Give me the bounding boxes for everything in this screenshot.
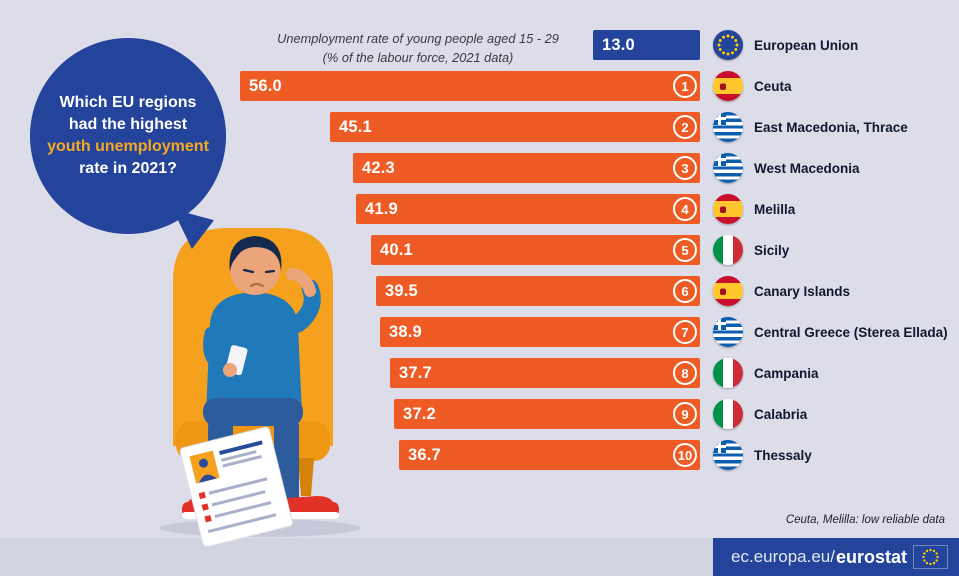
rank-badge: 1	[673, 74, 697, 98]
chart-row: 39.5 6 Canary Islands	[240, 276, 952, 306]
bar-chart: Unemployment rate of young people aged 1…	[240, 30, 952, 481]
bar-thessaly: 36.7 10	[399, 440, 700, 470]
chart-row: 38.9 7 Central Greece (Sterea Ellada)	[240, 317, 952, 347]
bar-ceuta: 56.0 1	[240, 71, 700, 101]
question-line: rate in 2021?	[79, 160, 177, 178]
bar-west-macedonia: 42.3 3	[353, 153, 700, 183]
bar-value: 42.3	[362, 158, 395, 177]
rank-badge: 5	[673, 238, 697, 262]
region-flag	[713, 194, 743, 224]
bar-value: 56.0	[249, 76, 282, 95]
question-speech-bubble: Which EU regions had the highest youth u…	[30, 38, 226, 234]
bar-track: 36.7 10	[240, 440, 700, 470]
bar-track: 41.9 4	[240, 194, 700, 224]
chart-row: 41.9 4 Melilla	[240, 194, 952, 224]
region-flag	[713, 358, 743, 388]
bar-value: 40.1	[380, 240, 413, 259]
chart-row-eu: Unemployment rate of young people aged 1…	[240, 30, 952, 65]
rank-badge: 9	[673, 402, 697, 426]
bar-value: 38.9	[389, 322, 422, 341]
region-flag	[713, 399, 743, 429]
footer-link[interactable]: ec.europa.eu/ eurostat	[713, 538, 959, 576]
bar-track: 38.9 7	[240, 317, 700, 347]
chart-row: 42.3 3 West Macedonia	[240, 153, 952, 183]
bar-track: Unemployment rate of young people aged 1…	[240, 30, 700, 65]
region-label: European Union	[754, 37, 859, 53]
region-flag	[713, 235, 743, 265]
question-line: Which EU regions	[59, 93, 197, 111]
person-illustration	[160, 228, 360, 546]
footer-url-prefix: ec.europa.eu/	[731, 547, 835, 566]
bar-central-greece: 38.9 7	[380, 317, 700, 347]
region-flag	[713, 317, 743, 347]
rank-badge: 2	[673, 115, 697, 139]
chart-row: 37.7 8 Campania	[240, 358, 952, 388]
bar-calabria: 37.2 9	[394, 399, 700, 429]
region-flag	[713, 71, 743, 101]
bar-value: 13.0	[602, 35, 635, 54]
eu-flag-icon	[914, 546, 947, 568]
footnote: Ceuta, Melilla: low reliable data	[785, 514, 945, 526]
chart-subtitle: (% of the labour force, 2021 data)	[322, 50, 514, 66]
bar-canary-islands: 39.5 6	[376, 276, 700, 306]
region-label: Calabria	[754, 406, 808, 422]
bar-value: 36.7	[408, 445, 441, 464]
region-label: Campania	[754, 365, 819, 381]
bar-east-macedonia-thrace: 45.1 2	[330, 112, 700, 142]
region-label: Central Greece (Sterea Ellada)	[754, 324, 948, 340]
chart-row: 45.1 2 East Macedonia, Thrace	[240, 112, 952, 142]
chart-title: Unemployment rate of young people aged 1…	[277, 31, 559, 46]
bar-track: 56.0 1	[240, 71, 700, 101]
region-label: West Macedonia	[754, 160, 860, 176]
question-line: had the highest	[68, 115, 188, 133]
region-flag	[713, 153, 743, 183]
rank-badge: 8	[673, 361, 697, 385]
region-label: Thessaly	[754, 447, 812, 463]
bar-value: 41.9	[365, 199, 398, 218]
eu-flag-icon	[713, 30, 743, 60]
rank-badge: 10	[673, 443, 697, 467]
bar-track: 37.7 8	[240, 358, 700, 388]
region-flag	[713, 276, 743, 306]
bar-track: 42.3 3	[240, 153, 700, 183]
bar-value: 39.5	[385, 281, 418, 300]
bar-campania: 37.7 8	[390, 358, 700, 388]
rank-badge: 6	[673, 279, 697, 303]
region-flag	[713, 440, 743, 470]
bar-value: 37.7	[399, 363, 432, 382]
bar-value: 45.1	[339, 117, 372, 136]
footer-brand: eurostat	[835, 546, 907, 567]
bar-track: 45.1 2	[240, 112, 700, 142]
rank-badge: 4	[673, 197, 697, 221]
bar-track: 40.1 5	[240, 235, 700, 265]
bar-track: 37.2 9	[240, 399, 700, 429]
rank-badge: 3	[673, 156, 697, 180]
bar-melilla: 41.9 4	[356, 194, 700, 224]
region-flag	[713, 112, 743, 142]
chart-title-block: Unemployment rate of young people aged 1…	[252, 29, 584, 67]
chart-row: 36.7 10 Thessaly	[240, 440, 952, 470]
bar-value: 37.2	[403, 404, 436, 423]
footer-band: ec.europa.eu/ eurostat	[0, 538, 959, 576]
chart-row: 37.2 9 Calabria	[240, 399, 952, 429]
bar-sicily: 40.1 5	[371, 235, 700, 265]
bar-european-union: 13.0	[593, 30, 700, 60]
region-label: Melilla	[754, 201, 796, 217]
region-label: East Macedonia, Thrace	[754, 119, 908, 135]
chart-row: 40.1 5 Sicily	[240, 235, 952, 265]
question-highlight: youth unemployment	[47, 138, 209, 155]
bar-track: 39.5 6	[240, 276, 700, 306]
region-label: Canary Islands	[754, 283, 851, 299]
chart-row: 56.0 1 Ceuta	[240, 71, 952, 101]
region-label: Ceuta	[754, 78, 792, 94]
rank-badge: 7	[673, 320, 697, 344]
region-label: Sicily	[754, 242, 790, 258]
